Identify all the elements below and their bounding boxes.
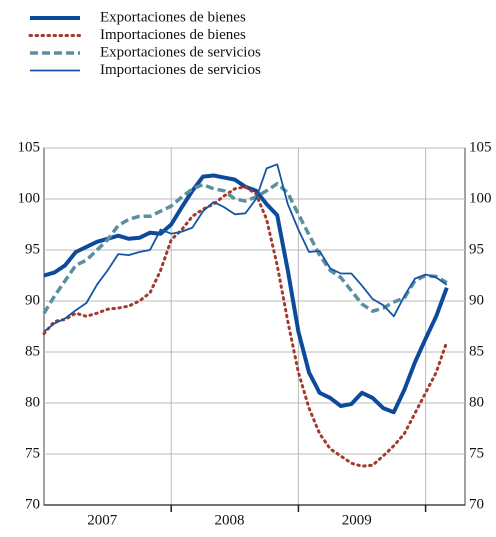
x-tick-label: 2008 [215, 512, 245, 528]
y-tick-label-right: 95 [469, 241, 484, 257]
y-tick-label-right: 75 [469, 445, 484, 461]
y-tick-label: 80 [25, 394, 40, 410]
y-tick-label-right: 100 [469, 190, 492, 206]
series-line [42, 185, 449, 468]
y-tick-label-right: 90 [469, 292, 484, 308]
x-tick-label: 2007 [87, 512, 118, 528]
y-tick-label: 100 [18, 190, 41, 206]
y-tick-label-right: 85 [469, 343, 484, 359]
legend-label: Exportaciones de servicios [100, 44, 261, 60]
legend-label: Importaciones de servicios [100, 62, 261, 78]
legend-label: Exportaciones de bienes [100, 9, 246, 25]
y-tick-label-right: 80 [469, 394, 484, 410]
series-line [43, 163, 448, 333]
x-tick-label: 2009 [342, 512, 372, 528]
y-tick-label-right: 105 [469, 139, 492, 155]
y-tick-label: 70 [25, 496, 40, 512]
y-tick-label-right: 70 [469, 496, 484, 512]
y-tick-label: 85 [25, 343, 40, 359]
series-line [42, 181, 448, 315]
y-tick-label: 75 [25, 445, 40, 461]
y-tick-label: 95 [25, 241, 40, 257]
legend-label: Importaciones de bienes [100, 27, 246, 43]
y-tick-label: 105 [18, 139, 41, 155]
y-tick-label: 90 [25, 292, 40, 308]
